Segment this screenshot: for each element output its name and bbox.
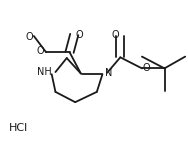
Text: O: O (111, 30, 119, 40)
Text: HCl: HCl (9, 123, 28, 133)
Text: NH: NH (37, 67, 52, 77)
Text: O: O (37, 46, 45, 56)
Text: O: O (143, 63, 150, 73)
Text: O: O (76, 30, 83, 40)
Text: N: N (105, 68, 113, 78)
Text: O: O (25, 32, 33, 42)
